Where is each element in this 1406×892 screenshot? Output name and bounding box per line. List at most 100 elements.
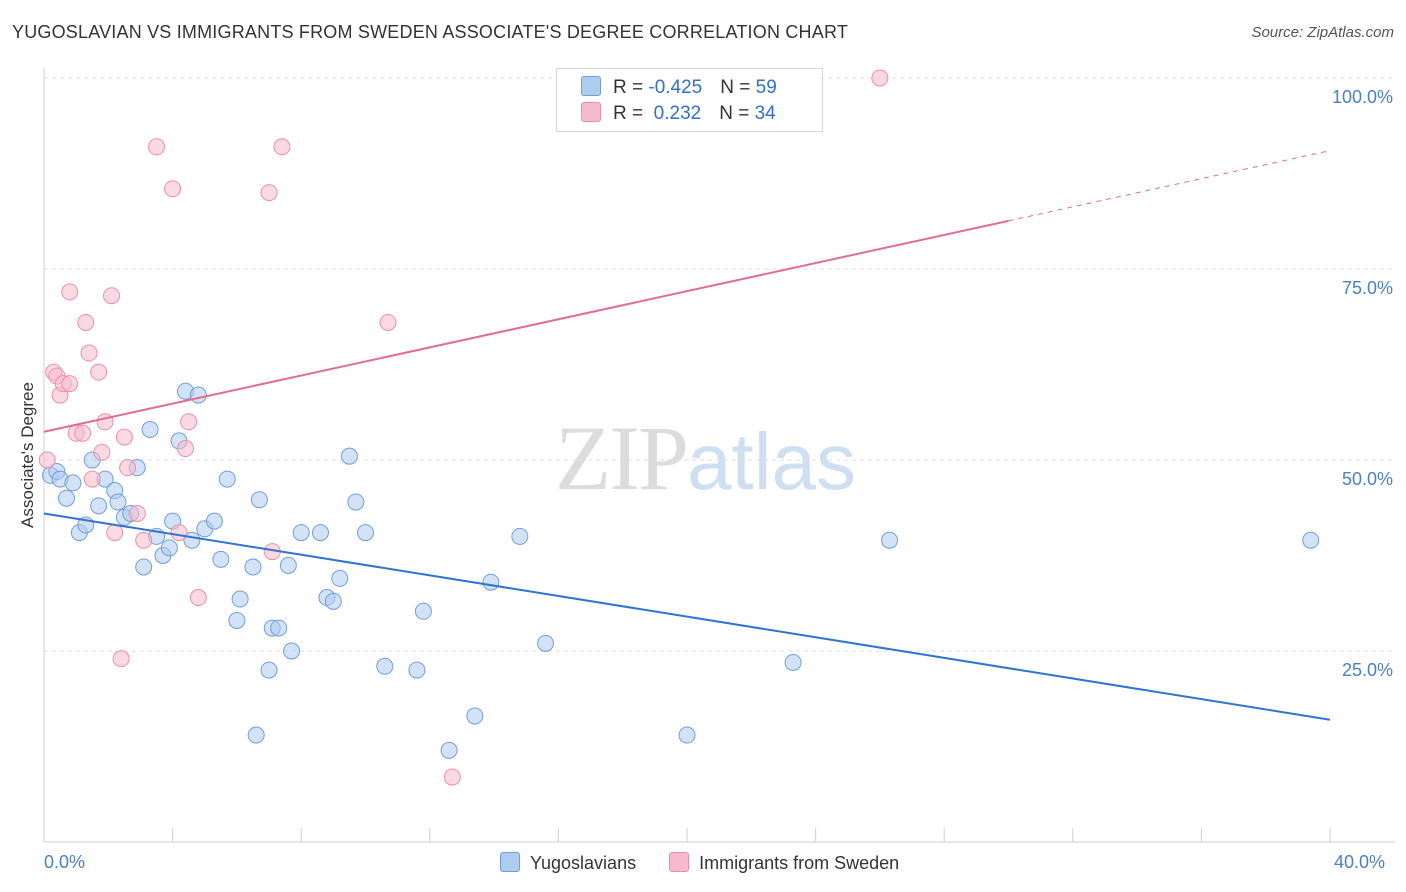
point-yugoslavians (279, 556, 297, 574)
point-sweden (119, 459, 137, 477)
point-sweden (379, 313, 397, 331)
point-yugoslavians (141, 420, 159, 438)
point-yugoslavians (64, 474, 82, 492)
point-sweden (180, 413, 198, 431)
point-sweden (103, 287, 121, 305)
legend-r-value: -0.425 (648, 77, 703, 98)
point-sweden (176, 440, 194, 458)
watermark-zip: ZIP (555, 407, 689, 509)
point-yugoslavians (247, 726, 265, 744)
point-yugoslavians (1302, 531, 1320, 549)
legend-row-sweden: R = 0.232 N = 34 (581, 102, 776, 126)
point-yugoslavians (270, 619, 288, 637)
point-yugoslavians (205, 512, 223, 530)
point-sweden (83, 470, 101, 488)
source-credit: Source: ZipAtlas.com (1251, 24, 1394, 41)
point-sweden (74, 424, 92, 442)
point-yugoslavians (109, 493, 127, 511)
point-sweden (112, 650, 130, 668)
point-yugoslavians (250, 491, 268, 509)
legend-r-value: 0.232 (648, 103, 702, 124)
point-yugoslavians (466, 707, 484, 725)
point-yugoslavians (218, 470, 236, 488)
point-sweden (164, 180, 182, 198)
point-yugoslavians (347, 493, 365, 511)
y-axis-label: Associate's Degree (18, 382, 37, 528)
legend-r-label: R = (613, 77, 649, 98)
legend-r-label: R = (613, 103, 649, 124)
x-tick-label-max: 40.0% (1334, 852, 1386, 872)
point-yugoslavians (324, 592, 342, 610)
point-sweden (61, 283, 79, 301)
series-legend: Yugoslavians Immigrants from Sweden (500, 852, 927, 874)
y-tick-label: 50.0% (1342, 469, 1393, 489)
legend-row-yugoslavians: R = -0.425 N = 59 (581, 76, 777, 100)
legend-swatch-yugoslavians (581, 76, 601, 96)
series-swatch-yugoslavians (500, 852, 520, 872)
watermark-atlas: atlas (687, 417, 856, 506)
legend-swatch-sweden (581, 102, 601, 122)
legend-n-value: 34 (754, 103, 776, 124)
point-yugoslavians (90, 497, 108, 515)
legend-n-label: N = (720, 77, 756, 98)
point-yugoslavians (376, 657, 394, 675)
point-yugoslavians (357, 524, 374, 542)
point-yugoslavians (881, 531, 899, 549)
point-yugoslavians (414, 602, 432, 620)
point-yugoslavians (408, 661, 426, 679)
series-swatch-sweden (669, 852, 690, 872)
point-yugoslavians (244, 558, 262, 576)
point-sweden (260, 184, 278, 202)
point-sweden (77, 313, 95, 331)
point-yugoslavians (260, 661, 278, 679)
point-yugoslavians (212, 550, 230, 568)
point-sweden (61, 375, 79, 393)
point-sweden (273, 138, 291, 156)
y-tick-label: 75.0% (1342, 278, 1393, 298)
point-sweden (189, 589, 207, 607)
point-yugoslavians (311, 524, 329, 542)
y-tick-label: 25.0% (1342, 660, 1393, 680)
point-yugoslavians (228, 611, 246, 629)
watermark: ZIPatlas (555, 405, 856, 511)
point-yugoslavians (135, 558, 153, 576)
point-sweden (128, 504, 146, 522)
point-yugoslavians (537, 634, 555, 652)
point-sweden (871, 69, 889, 87)
correlation-legend: R = -0.425 N = 59 R = 0.232 N = 34 (556, 68, 823, 132)
point-yugoslavians (784, 653, 802, 671)
series-name-yugoslavians: Yugoslavians (530, 853, 637, 873)
point-sweden (170, 524, 188, 542)
trendline-yugoslavians (43, 512, 1331, 721)
point-yugoslavians (231, 590, 249, 608)
point-sweden (93, 443, 111, 461)
point-yugoslavians (482, 573, 500, 591)
series-legend-yugoslavians[interactable]: Yugoslavians (500, 852, 636, 874)
point-sweden (115, 428, 133, 446)
series-name-sweden: Immigrants from Sweden (699, 853, 900, 873)
point-sweden (443, 768, 461, 786)
point-yugoslavians (58, 489, 76, 507)
chart-title: YUGOSLAVIAN VS IMMIGRANTS FROM SWEDEN AS… (12, 22, 849, 42)
point-yugoslavians (678, 726, 696, 744)
x-tick-label-min: 0.0% (44, 852, 86, 872)
point-sweden (135, 531, 153, 549)
point-sweden (38, 451, 56, 469)
point-sweden (90, 363, 108, 381)
point-sweden (80, 344, 98, 362)
point-yugoslavians (189, 386, 207, 404)
point-yugoslavians (283, 642, 301, 660)
legend-n-value: 59 (755, 77, 777, 98)
point-yugoslavians (511, 527, 529, 545)
trendline-sweden-extension (1008, 150, 1331, 222)
point-sweden (148, 138, 166, 156)
point-sweden (106, 524, 124, 542)
legend-n-label: N = (719, 103, 755, 124)
point-yugoslavians (340, 447, 358, 465)
point-yugoslavians (160, 539, 178, 557)
point-yugoslavians (331, 569, 349, 587)
y-tick-label: 100.0% (1332, 87, 1393, 107)
point-yugoslavians (440, 741, 458, 759)
series-legend-sweden[interactable]: Immigrants from Sweden (669, 852, 899, 874)
